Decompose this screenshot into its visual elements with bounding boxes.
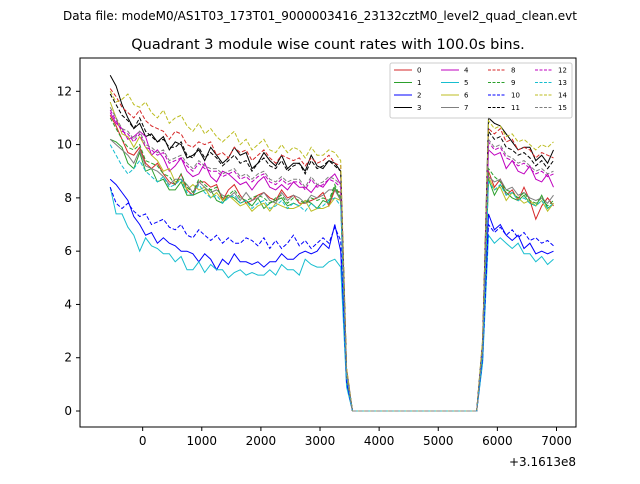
x-tick-label: 7000 bbox=[541, 434, 572, 448]
legend-label-5: 5 bbox=[464, 79, 468, 87]
series-line-14 bbox=[109, 91, 554, 412]
chart-title: Quadrant 3 module wise count rates with … bbox=[131, 37, 525, 53]
y-tick-label: 8 bbox=[64, 191, 72, 205]
legend-label-0: 0 bbox=[417, 67, 421, 75]
legend-label-1: 1 bbox=[417, 79, 421, 87]
legend-frame bbox=[389, 62, 573, 119]
suptitle: Data file: modeM0/AS1T03_173T01_90000034… bbox=[63, 9, 577, 23]
legend-label-11: 11 bbox=[511, 104, 520, 112]
y-tick-label: 2 bbox=[64, 351, 72, 365]
x-tick-label: 1000 bbox=[187, 434, 218, 448]
y-tick-label: 6 bbox=[64, 244, 72, 258]
x-tick-label: 5000 bbox=[423, 434, 454, 448]
legend-label-12: 12 bbox=[558, 67, 567, 75]
y-tick-label: 4 bbox=[64, 297, 72, 311]
x-tick-label: 6000 bbox=[482, 434, 513, 448]
legend-label-7: 7 bbox=[464, 104, 468, 112]
legend-label-3: 3 bbox=[417, 104, 421, 112]
series-line-11 bbox=[109, 93, 554, 412]
series-line-15 bbox=[109, 107, 554, 412]
x-offset-label: +3.1613e8 bbox=[509, 455, 576, 469]
legend-label-14: 14 bbox=[558, 92, 567, 100]
legend-label-8: 8 bbox=[511, 67, 515, 75]
legend-label-6: 6 bbox=[464, 92, 469, 100]
x-tick-label: 3000 bbox=[305, 434, 336, 448]
legend-label-2: 2 bbox=[417, 92, 421, 100]
legend-label-4: 4 bbox=[464, 67, 469, 75]
y-tick-label: 0 bbox=[64, 404, 72, 418]
legend-label-15: 15 bbox=[558, 104, 567, 112]
legend-label-9: 9 bbox=[511, 79, 515, 87]
y-tick-label: 10 bbox=[57, 138, 72, 152]
legend-label-13: 13 bbox=[558, 79, 567, 87]
plot-frame bbox=[79, 57, 577, 428]
ticks-layer: 0 1000 2000 3000 4000 5000 6000 7000 0 2 4 6 8 10 12 bbox=[57, 84, 572, 448]
x-tick-label: 4000 bbox=[364, 434, 395, 448]
x-tick-label: 0 bbox=[139, 434, 147, 448]
series-layer bbox=[109, 75, 554, 412]
legend-label-10: 10 bbox=[511, 92, 520, 100]
y-tick-label: 12 bbox=[57, 84, 72, 98]
x-tick-label: 2000 bbox=[246, 434, 277, 448]
